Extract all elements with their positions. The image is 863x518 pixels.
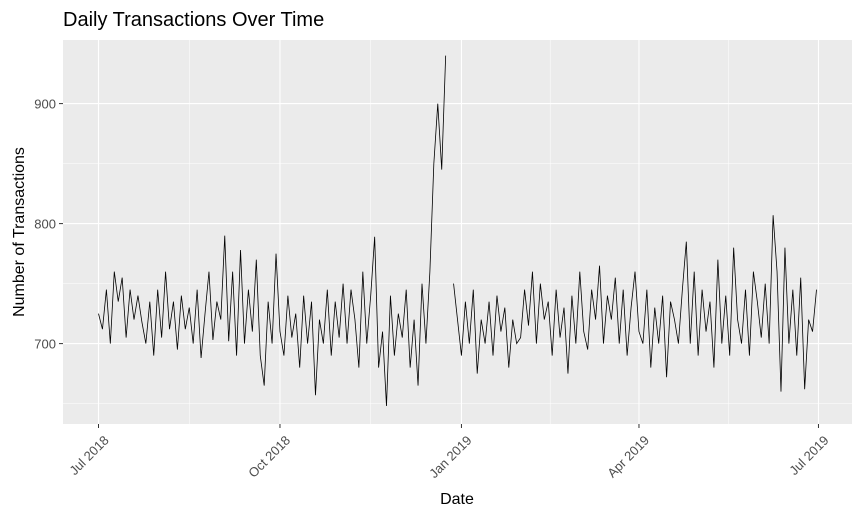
- x-tick-label: Jul 2019: [786, 433, 831, 478]
- x-tick-label: Jan 2019: [426, 433, 474, 481]
- y-tick-label: 800: [34, 217, 56, 232]
- chart-title: Daily Transactions Over Time: [63, 9, 324, 31]
- data-line: [98, 55, 817, 407]
- x-axis-title: Date: [440, 491, 474, 508]
- y-tick-label: 900: [34, 97, 56, 112]
- x-tick-label: Oct 2018: [245, 433, 293, 481]
- plot-panel: [63, 40, 852, 424]
- y-tick-label: 700: [34, 337, 56, 352]
- y-axis-title: Number of Transactions: [11, 147, 28, 317]
- x-tick-label: Apr 2019: [604, 433, 652, 481]
- x-tick-label: Jul 2018: [66, 433, 111, 478]
